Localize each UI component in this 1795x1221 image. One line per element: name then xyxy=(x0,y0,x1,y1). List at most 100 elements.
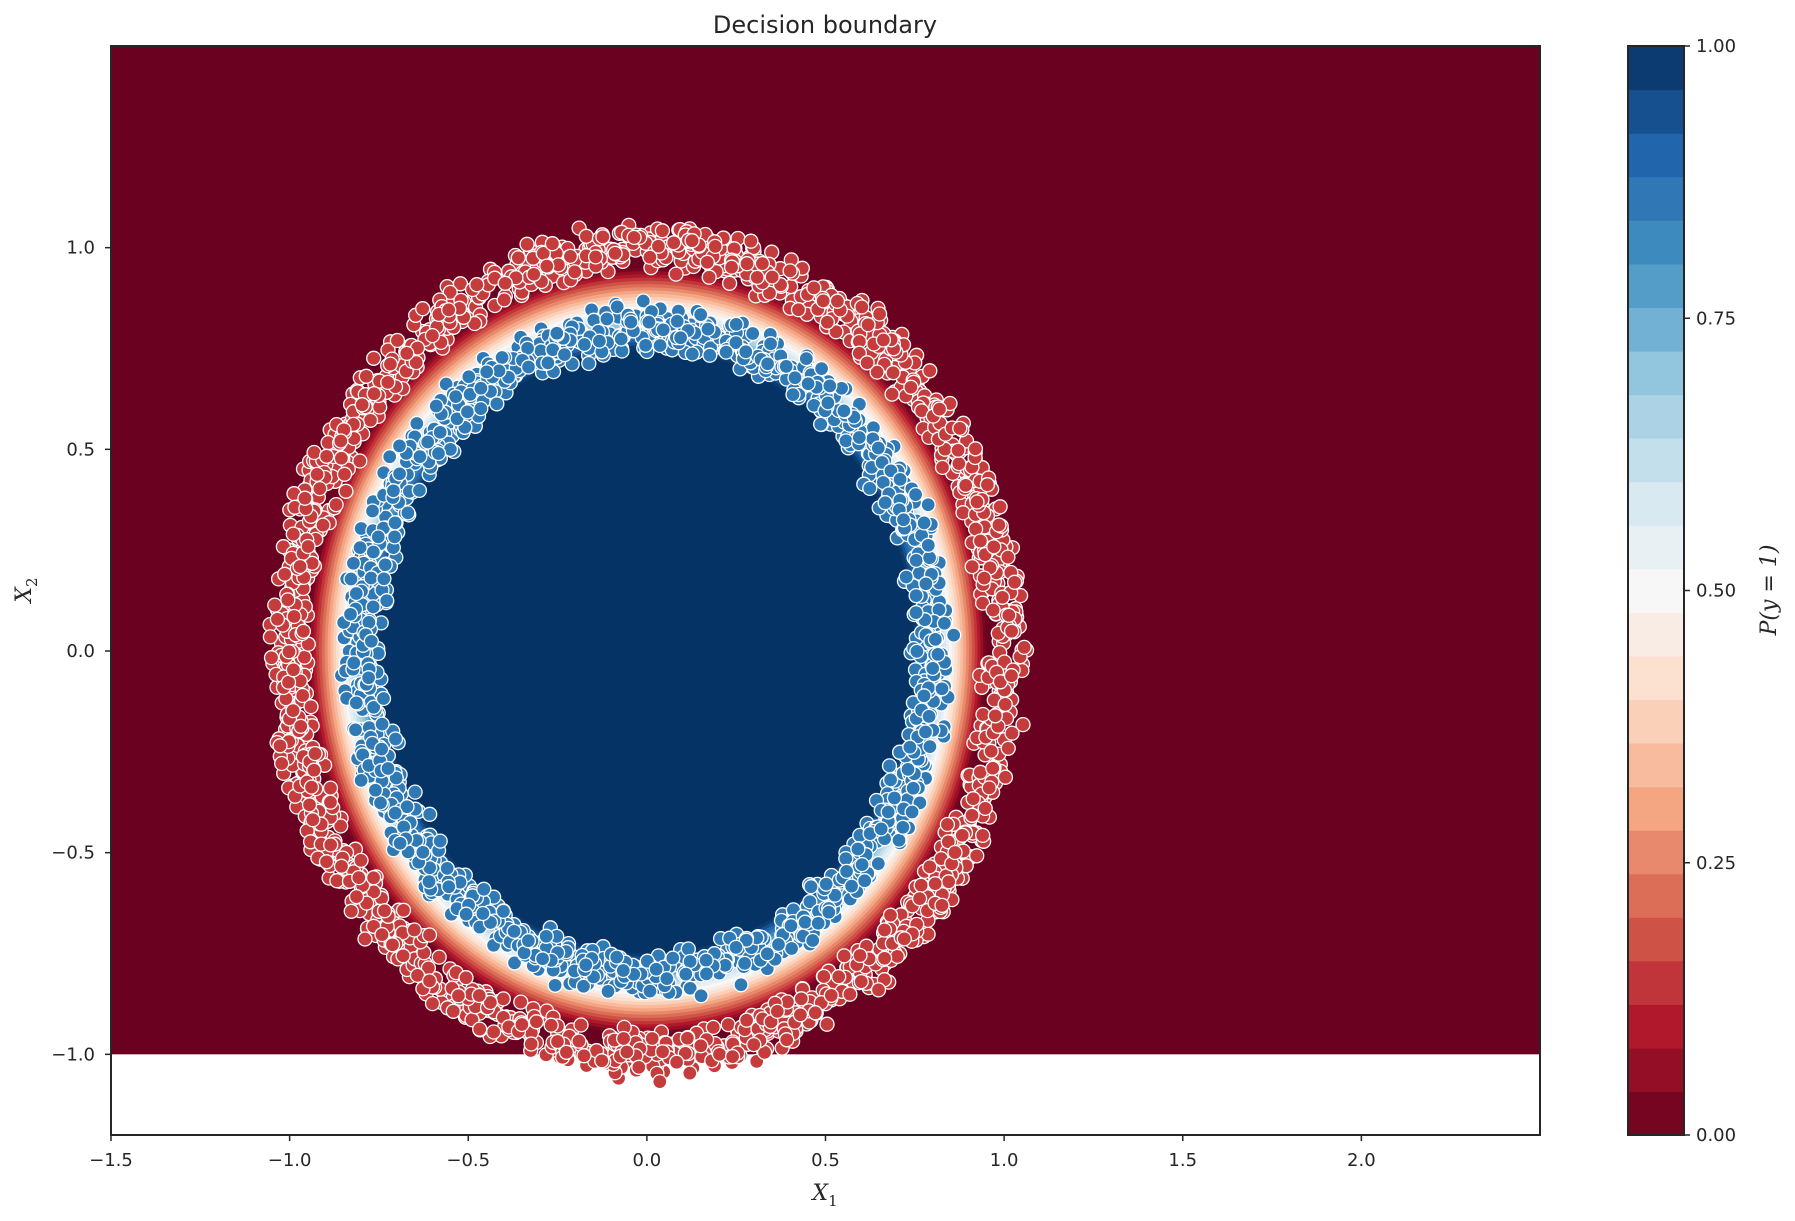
class-0-point xyxy=(626,229,642,246)
class-0-point xyxy=(576,1048,592,1064)
class-1-point xyxy=(738,932,754,948)
class-1-point xyxy=(936,615,953,631)
class-1-point xyxy=(918,576,934,592)
class-1-point xyxy=(787,370,803,386)
class-0-point xyxy=(472,1021,488,1037)
class-1-point xyxy=(365,544,381,560)
class-1-point xyxy=(733,977,749,993)
class-0-point xyxy=(749,269,765,286)
class-1-point xyxy=(441,879,457,895)
class-0-point xyxy=(277,566,293,582)
x-tick-label: 1.0 xyxy=(990,1150,1019,1171)
class-1-point xyxy=(345,555,362,571)
class-0-point xyxy=(285,526,301,542)
class-1-point xyxy=(900,761,916,778)
class-0-point xyxy=(395,902,412,918)
class-0-point xyxy=(519,236,535,252)
probability-core xyxy=(378,348,915,954)
class-0-point xyxy=(421,927,438,943)
class-1-point xyxy=(409,415,425,432)
class-1-point xyxy=(916,515,932,531)
class-0-point xyxy=(458,970,474,986)
class-1-point xyxy=(810,915,826,931)
class-0-point xyxy=(922,363,938,379)
colorbar: 0.00 0.25 0.50 0.75 1.00 P(y = 1) xyxy=(1627,36,1782,1146)
class-0-point xyxy=(969,494,985,510)
class-0-point xyxy=(366,350,382,366)
class-0-point xyxy=(985,760,1001,776)
class-1-point xyxy=(430,445,447,462)
class-1-point xyxy=(665,950,681,966)
class-0-point xyxy=(975,827,991,844)
class-0-point xyxy=(644,1030,660,1047)
class-0-point xyxy=(442,284,458,301)
class-0-point xyxy=(981,780,997,796)
class-1-point xyxy=(387,515,403,531)
class-1-point xyxy=(556,346,573,363)
class-1-point xyxy=(581,355,597,372)
class-0-point xyxy=(819,1016,835,1032)
class-0-point xyxy=(587,249,604,265)
class-1-point xyxy=(698,952,714,968)
class-0-point xyxy=(415,301,431,317)
class-0-point xyxy=(792,1007,809,1023)
class-0-point xyxy=(543,1017,559,1033)
class-1-point xyxy=(797,914,813,930)
class-0-point xyxy=(964,558,980,575)
colorbar-bands xyxy=(1628,46,1684,1136)
class-1-point xyxy=(376,571,392,587)
colorbar-tick-label: 1.00 xyxy=(1696,36,1736,57)
class-1-point xyxy=(538,928,554,944)
class-0-point xyxy=(889,948,905,965)
class-1-point xyxy=(862,480,878,497)
class-1-point xyxy=(881,758,898,774)
class-1-point xyxy=(870,440,886,456)
class-1-point xyxy=(798,350,814,367)
class-0-point xyxy=(365,870,382,886)
class-1-point xyxy=(370,529,386,545)
class-1-point xyxy=(908,552,924,569)
class-0-point xyxy=(699,254,715,270)
class-0-point xyxy=(286,608,302,625)
class-1-point xyxy=(438,376,454,392)
class-0-point xyxy=(353,852,369,869)
colorbar-band-2 xyxy=(1628,1004,1684,1049)
class-0-point xyxy=(1000,740,1016,756)
class-1-point xyxy=(428,398,444,414)
class-0-point xyxy=(782,263,798,279)
class-0-point xyxy=(513,994,529,1010)
class-1-point xyxy=(783,918,799,934)
class-0-point xyxy=(607,245,623,262)
colorbar-band-23 xyxy=(1628,89,1684,134)
class-0-point xyxy=(595,229,611,245)
class-0-point xyxy=(338,483,354,499)
class-1-point xyxy=(877,495,893,511)
class-1-point xyxy=(745,325,761,342)
y-axis-ticks: −1.0 −0.5 0.0 0.5 1.0 xyxy=(51,238,111,1065)
class-0-point xyxy=(754,255,771,272)
class-0-point xyxy=(903,379,919,395)
class-0-point xyxy=(366,386,382,402)
class-1-point xyxy=(387,805,403,821)
class-1-point xyxy=(934,681,950,697)
class-1-point xyxy=(930,646,946,663)
class-0-point xyxy=(991,517,1007,533)
class-0-point xyxy=(654,1044,671,1060)
y-tick-label: 0.5 xyxy=(66,439,95,460)
class-0-point xyxy=(510,250,526,266)
class-0-point xyxy=(528,1014,545,1030)
class-1-point xyxy=(873,821,889,837)
class-1-point xyxy=(473,400,489,417)
class-1-point xyxy=(391,438,408,454)
class-1-point xyxy=(946,627,962,643)
class-0-point xyxy=(471,987,487,1004)
class-0-point xyxy=(693,1038,709,1054)
class-0-point xyxy=(362,412,379,428)
class-1-point xyxy=(693,988,709,1004)
class-0-point xyxy=(642,249,658,265)
class-0-point xyxy=(679,1030,696,1046)
class-1-point xyxy=(549,325,565,341)
class-0-point xyxy=(983,743,999,759)
class-1-point xyxy=(415,844,431,860)
